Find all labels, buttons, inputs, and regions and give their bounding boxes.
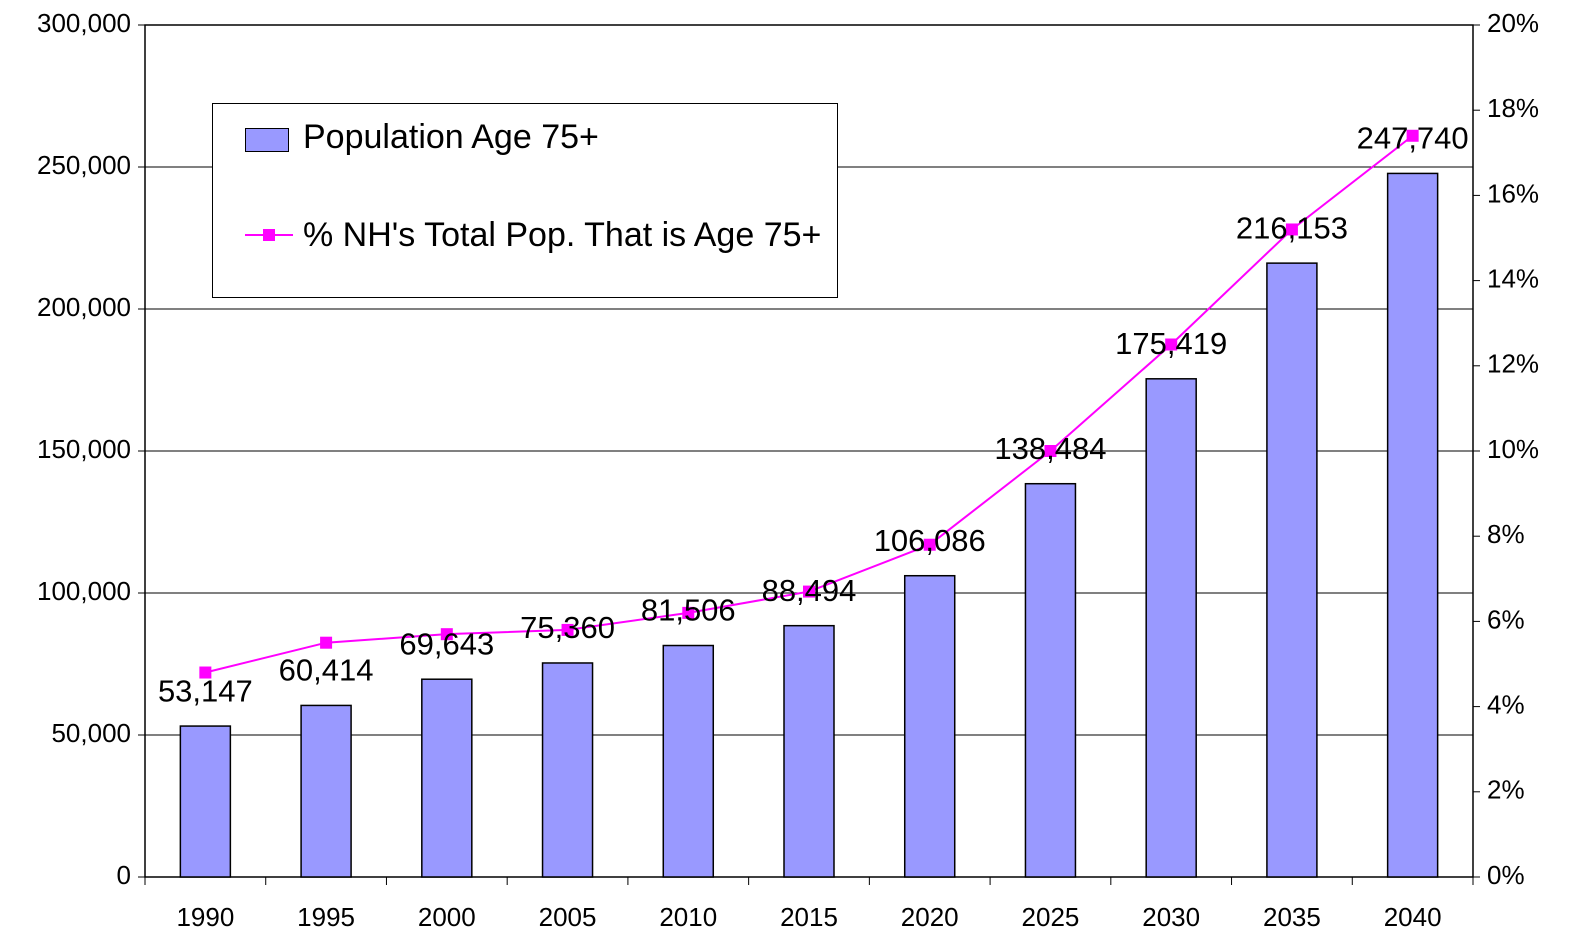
x-tick-label: 2035 (1263, 902, 1321, 932)
bar (903, 574, 956, 878)
line-marker (682, 606, 695, 619)
legend: Population Age 75+ % NH's Total Pop. Tha… (212, 103, 838, 298)
line-marker (440, 628, 453, 641)
y2-tick-label: 12% (1487, 349, 1539, 379)
legend-label: Population Age 75+ (303, 118, 599, 156)
x-tick-label: 2025 (1022, 902, 1080, 932)
data-label: 247,740 (1357, 121, 1469, 156)
legend-item: % NH's Total Pop. That is Age 75+ (241, 216, 823, 256)
y-tick-label: 150,000 (37, 434, 131, 464)
data-label: 81,506 (641, 593, 736, 628)
bar (300, 704, 352, 878)
y2-tick-label: 14% (1487, 263, 1539, 293)
bar (421, 678, 473, 878)
y2-tick-label: 8% (1487, 519, 1525, 549)
data-label: 75,360 (520, 610, 615, 645)
y-tick-label: 300,000 (37, 8, 131, 38)
x-tick-label: 2010 (659, 902, 717, 932)
line-marker (923, 538, 936, 551)
y2-tick-label: 0% (1487, 860, 1525, 890)
x-tick-label: 2030 (1142, 902, 1200, 932)
x-tick-label: 2040 (1384, 902, 1442, 932)
data-label: 138,484 (994, 431, 1106, 466)
bar (783, 624, 835, 878)
bar (1024, 482, 1077, 878)
bar (1145, 378, 1197, 878)
bar (662, 644, 715, 878)
data-label: 69,643 (399, 626, 494, 661)
data-label: 88,494 (762, 573, 857, 608)
y-tick-label: 0 (117, 860, 131, 890)
x-tick-label: 2020 (901, 902, 959, 932)
y-tick-label: 50,000 (51, 718, 131, 748)
bar (541, 662, 594, 878)
line-marker (1165, 338, 1178, 351)
y2-tick-label: 10% (1487, 434, 1539, 464)
legend-swatch (241, 118, 297, 158)
legend-item: Population Age 75+ (241, 118, 823, 158)
y-tick-label: 100,000 (37, 576, 131, 606)
line-marker (803, 585, 815, 598)
data-label: 216,153 (1236, 210, 1348, 245)
data-label: 53,147 (158, 673, 253, 708)
legend-swatch (241, 216, 297, 256)
y-tick-label: 250,000 (37, 150, 131, 180)
data-label: 106,086 (874, 523, 986, 558)
y-tick-label: 200,000 (37, 292, 131, 322)
line-marker (1044, 445, 1057, 457)
y2-tick-label: 6% (1487, 604, 1525, 634)
line-marker (199, 666, 212, 679)
x-tick-label: 1990 (176, 902, 234, 932)
line-marker (320, 636, 333, 649)
line-marker (561, 623, 574, 636)
legend-label: % NH's Total Pop. That is Age 75+ (303, 216, 822, 254)
data-label: 175,419 (1115, 326, 1227, 361)
x-tick-label: 2015 (780, 902, 838, 932)
y2-tick-label: 16% (1487, 178, 1539, 208)
y2-tick-label: 4% (1487, 689, 1525, 719)
x-tick-label: 2005 (539, 902, 597, 932)
data-label: 60,414 (279, 653, 374, 688)
bar (1266, 262, 1318, 878)
line-marker (1285, 223, 1298, 236)
y2-tick-label: 18% (1487, 93, 1539, 123)
bar (1386, 172, 1439, 878)
bar (179, 725, 232, 878)
y2-tick-label: 20% (1487, 8, 1539, 38)
y2-tick-label: 2% (1487, 775, 1525, 805)
x-tick-label: 1995 (297, 902, 355, 932)
x-tick-label: 2000 (418, 902, 476, 932)
line-marker (1406, 129, 1419, 142)
